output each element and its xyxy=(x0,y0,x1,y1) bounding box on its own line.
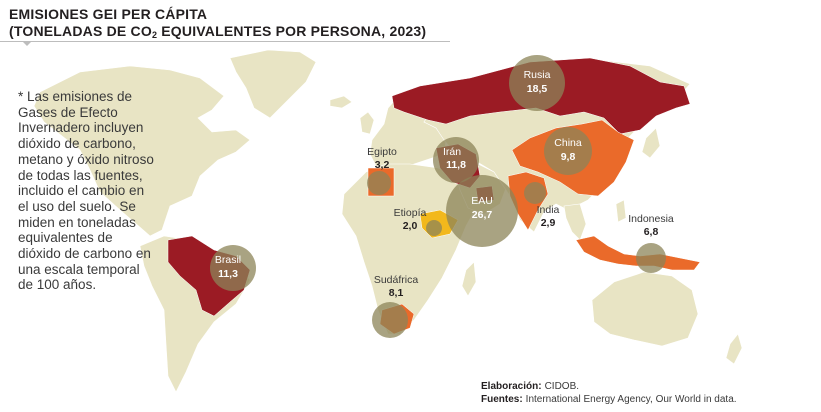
bubble-sudafrica xyxy=(372,302,408,338)
bubble-layer xyxy=(210,55,666,338)
bubble-india xyxy=(524,182,546,204)
land-japan xyxy=(641,127,661,159)
country-value-eau: 26,7 xyxy=(472,209,493,221)
bubble-egipto xyxy=(367,171,391,195)
country-name-china: China xyxy=(554,137,582,149)
bubble-rusia xyxy=(509,55,565,111)
title-divider xyxy=(0,41,450,46)
land-philippines xyxy=(615,199,627,223)
land-uk xyxy=(359,111,375,135)
map-title: EMISIONES GEI PER CÁPITA xyxy=(9,6,208,22)
land-southeast-asia xyxy=(563,203,587,241)
country-name-brasil: Brasil xyxy=(215,254,241,266)
bubble-iran xyxy=(433,137,479,183)
country-name-india: India xyxy=(537,204,560,216)
country-value-iran: 11,8 xyxy=(446,159,466,171)
country-name-rusia: Rusia xyxy=(524,69,551,81)
country-value-indonesia: 6,8 xyxy=(644,226,659,238)
land-greenland xyxy=(229,49,317,119)
bubble-eau xyxy=(446,175,518,247)
credit-sources-label: Fuentes: xyxy=(481,394,523,405)
country-value-rusia: 18,5 xyxy=(527,83,548,95)
country-value-brasil: 11,3 xyxy=(218,268,238,280)
land-madagascar xyxy=(461,261,477,297)
footnote-ghg: * Las emisiones de Gases de Efecto Inver… xyxy=(18,89,154,293)
bubble-etiopia xyxy=(426,220,442,236)
country-value-etiopia: 2,0 xyxy=(403,220,418,232)
map-subtitle: (TONELADAS DE CO2 EQUIVALENTES POR PERSO… xyxy=(9,23,427,40)
land-iceland xyxy=(329,95,353,109)
country-name-sudafrica: Sudáfrica xyxy=(374,274,419,286)
credit-elaboration-label: Elaboración: xyxy=(481,381,542,392)
country-name-indonesia: Indonesia xyxy=(628,213,674,225)
bubble-china xyxy=(544,127,592,175)
country-indonesia xyxy=(575,235,701,271)
land-australia xyxy=(591,271,699,347)
land-north-america xyxy=(33,65,251,237)
credit-sources: Fuentes: International Energy Agency, Ou… xyxy=(481,393,781,406)
country-name-egipto: Egipto xyxy=(367,146,397,158)
country-name-eau: EAU xyxy=(471,195,493,207)
credits-block: Elaboración: CIDOB. Fuentes: Internation… xyxy=(481,380,781,406)
bubble-indonesia xyxy=(636,243,666,273)
credit-elaboration-value: CIDOB. xyxy=(544,381,580,392)
credit-sources-value: International Energy Agency, Our World i… xyxy=(525,394,737,405)
bubble-brasil xyxy=(210,245,256,291)
country-value-egipto: 3,2 xyxy=(375,159,390,171)
country-value-sudafrica: 8,1 xyxy=(389,287,404,299)
credit-elaboration: Elaboración: CIDOB. xyxy=(481,380,781,393)
country-value-china: 9,8 xyxy=(561,151,576,163)
country-name-etiopia: Etiopía xyxy=(394,207,427,219)
country-name-iran: Irán xyxy=(443,146,461,158)
land-new-zealand xyxy=(725,333,743,365)
country-value-india: 2,9 xyxy=(541,217,556,229)
